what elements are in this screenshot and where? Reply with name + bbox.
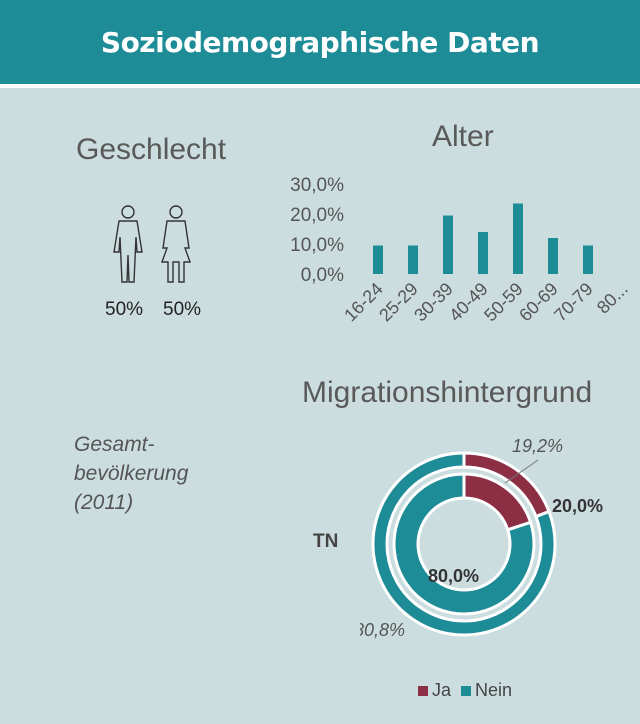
x-tick-label: 30-39 [410,279,457,326]
legend-item-nein: Nein [460,680,513,701]
outer-ring-label-line: bevölkerung [74,462,189,485]
gender-title: Geschlecht [76,133,227,166]
age-bar [373,245,383,274]
migration-legend: Ja Nein [0,680,640,701]
outer-ja-value-label: 19,2% [512,436,563,456]
female-icon [161,205,191,283]
inner-ring-label: TN [313,531,339,552]
legend-swatch-nein [460,685,471,696]
page-title: Soziodemographische Daten [100,25,540,59]
age-bar-chart: 0,0% 10,0% 20,0% 30,0% 16-2425-2930-3940-495… [290,175,632,326]
header-bar: Soziodemographische Daten [0,0,640,84]
y-tick-label: 0,0% [301,265,344,286]
inner-nein-value-label: 80,0% [428,566,479,586]
x-tick-label: 60-69 [515,279,562,326]
x-tick-label: 50-59 [480,279,527,326]
header-divider [0,84,640,88]
y-tick-label: 20,0% [290,205,344,226]
x-tick-label: 16-24 [340,279,387,326]
age-bar [478,232,488,274]
age-bar [583,245,593,274]
legend-swatch-ja [417,685,428,696]
outer-ring-label-line: (2011) [74,491,134,514]
y-tick-label: 30,0% [290,175,344,196]
female-percentage: 50% [163,299,202,320]
migration-title: Migrationshintergrund [302,376,593,409]
outer-nein-value-label: 80,8% [360,620,405,640]
migration-donut-chart: 19,2% 20,0% 80,0% 80,8% [360,436,603,640]
x-tick-label: 25-29 [375,279,422,326]
male-icon [113,205,143,283]
gender-icons [113,205,191,283]
legend-label-ja: Ja [431,680,451,700]
age-bar [408,245,418,274]
age-bar [548,238,558,274]
male-percentage: 50% [105,299,144,320]
x-tick-label: 70-79 [550,279,597,326]
legend-item-ja: Ja [417,680,451,701]
y-tick-label: 10,0% [290,235,344,256]
legend-label-nein: Nein [474,680,513,700]
outer-ja-leader-line [504,459,539,484]
outer-ring-label-line: Gesamt- [74,433,155,456]
age-title: Alter [432,120,494,153]
age-bar [443,215,453,274]
age-bar [513,203,523,274]
outer-ring-label: Gesamt- bevölkerung (2011) [74,430,274,517]
inner-ring-slice-nein [392,472,536,616]
x-tick-label: 40-49 [445,279,492,326]
outer-ring-slice-nein [371,451,557,637]
inner-ja-value-label: 20,0% [552,496,603,516]
x-tick-label: 80... [593,279,632,318]
